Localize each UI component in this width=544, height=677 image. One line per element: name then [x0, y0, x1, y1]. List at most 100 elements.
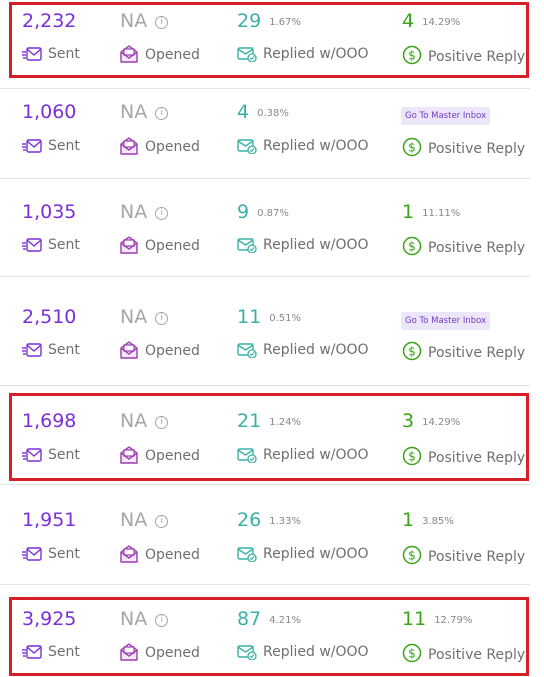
- replied-percent: 1.67%: [269, 17, 301, 28]
- opened-count: NA i: [120, 306, 169, 328]
- sent-count: 1,035: [22, 201, 77, 223]
- dollar-circle-icon: $: [402, 545, 428, 565]
- replied-percent: 1.33%: [269, 516, 301, 527]
- opened-count: NA i: [120, 10, 169, 32]
- info-icon[interactable]: i: [155, 107, 169, 120]
- replied-label: Replied w/OOO: [237, 45, 369, 63]
- positive-value: 1: [402, 509, 415, 531]
- sent-count: 1,698: [22, 410, 77, 432]
- opened-label-text: Opened: [145, 139, 200, 155]
- positive-reply-label: $ Positive Reply: [402, 643, 525, 664]
- opened-count: NA i: [120, 608, 169, 630]
- info-icon[interactable]: i: [155, 207, 169, 220]
- sent-count: 1,060: [22, 101, 77, 123]
- dollar-circle-icon: $: [402, 137, 428, 157]
- info-icon[interactable]: i: [155, 515, 169, 528]
- replied-label: Replied w/OOO: [237, 137, 369, 155]
- opened-count: NA i: [120, 201, 169, 223]
- opened-count: NA i: [120, 509, 169, 531]
- go-to-master-inbox-button[interactable]: Go To Master Inbox: [401, 107, 491, 125]
- opened-label-text: Opened: [145, 448, 200, 464]
- positive-percent: 14.29%: [422, 17, 461, 28]
- info-icon[interactable]: i: [155, 416, 169, 429]
- replied-label: Replied w/OOO: [237, 446, 369, 464]
- positive-reply-label-text: Positive Reply: [428, 549, 526, 565]
- replied-percent: 4.21%: [269, 615, 301, 626]
- replied-envelope-icon: [237, 342, 263, 359]
- sent-label-text: Sent: [48, 546, 80, 562]
- sent-icon: [22, 546, 48, 562]
- dollar-circle-icon: $: [402, 45, 428, 65]
- replied-count: 4 0.38%: [237, 101, 289, 125]
- row-divider: [0, 178, 530, 179]
- opened-envelope-icon: [119, 341, 145, 359]
- positive-reply-label: $ Positive Reply: [402, 45, 525, 66]
- sent-count: 2,232: [22, 10, 77, 32]
- replied-envelope-icon: [237, 644, 263, 661]
- sent-label-text: Sent: [48, 138, 80, 154]
- positive-reply-label: $ Positive Reply: [402, 341, 525, 362]
- opened-envelope-icon: [119, 236, 145, 254]
- replied-label-text: Replied w/OOO: [263, 138, 369, 154]
- opened-envelope-icon: [119, 643, 145, 661]
- dollar-circle-icon: $: [402, 446, 428, 466]
- opened-value: NA: [120, 509, 148, 531]
- info-icon[interactable]: i: [155, 614, 169, 627]
- opened-label: Opened: [119, 137, 200, 156]
- replied-count: 9 0.87%: [237, 201, 289, 225]
- dollar-circle-icon: $: [402, 236, 428, 256]
- replied-count: 21 1.24%: [237, 410, 301, 434]
- sent-label: Sent: [22, 236, 80, 254]
- sent-icon: [22, 342, 48, 358]
- positive-reply-label-text: Positive Reply: [428, 49, 526, 65]
- dollar-circle-icon: $: [402, 341, 428, 361]
- replied-percent: 1.24%: [269, 417, 301, 428]
- positive-value: 1: [402, 201, 415, 223]
- replied-value: 87: [237, 608, 262, 630]
- positive-reply-count: 11 12.79%: [402, 608, 472, 632]
- positive-reply-count: 4 14.29%: [402, 10, 460, 34]
- sent-label: Sent: [22, 45, 80, 63]
- info-icon[interactable]: i: [155, 16, 169, 29]
- positive-reply-label-text: Positive Reply: [428, 345, 526, 361]
- opened-label: Opened: [119, 643, 200, 662]
- opened-envelope-icon: [119, 545, 145, 563]
- go-to-master-inbox-button[interactable]: Go To Master Inbox: [401, 312, 491, 330]
- replied-label: Replied w/OOO: [237, 545, 369, 563]
- replied-label-text: Replied w/OOO: [263, 546, 369, 562]
- row-divider: [0, 276, 530, 277]
- opened-envelope-icon: [119, 446, 145, 464]
- positive-reply-label: $ Positive Reply: [402, 545, 525, 566]
- positive-reply-label: $ Positive Reply: [402, 446, 525, 467]
- replied-percent: 0.51%: [269, 313, 301, 324]
- opened-value: NA: [120, 608, 148, 630]
- info-icon[interactable]: i: [155, 312, 169, 325]
- replied-count: 11 0.51%: [237, 306, 301, 330]
- replied-percent: 0.87%: [257, 208, 289, 219]
- replied-label-text: Replied w/OOO: [263, 46, 369, 62]
- positive-percent: 12.79%: [434, 615, 473, 626]
- replied-value: 29: [237, 10, 262, 32]
- positive-reply-label: $ Positive Reply: [402, 236, 525, 257]
- positive-value: 3: [402, 410, 415, 432]
- replied-label: Replied w/OOO: [237, 341, 369, 359]
- replied-value: 4: [237, 101, 250, 123]
- sent-label-text: Sent: [48, 644, 80, 660]
- opened-count: NA i: [120, 410, 169, 432]
- positive-reply-label-text: Positive Reply: [428, 450, 526, 466]
- sent-label: Sent: [22, 643, 80, 661]
- sent-icon: [22, 237, 48, 253]
- replied-label-text: Replied w/OOO: [263, 342, 369, 358]
- opened-value: NA: [120, 101, 148, 123]
- replied-count: 87 4.21%: [237, 608, 301, 632]
- sent-count: 1,951: [22, 509, 77, 531]
- sent-icon: [22, 447, 48, 463]
- sent-count: 3,925: [22, 608, 77, 630]
- opened-value: NA: [120, 306, 148, 328]
- highlight-box: [9, 393, 529, 481]
- svg-text:$: $: [408, 345, 416, 359]
- opened-envelope-icon: [119, 137, 145, 155]
- highlight-box: [9, 597, 529, 676]
- opened-label: Opened: [119, 236, 200, 255]
- opened-envelope-icon: [119, 45, 145, 63]
